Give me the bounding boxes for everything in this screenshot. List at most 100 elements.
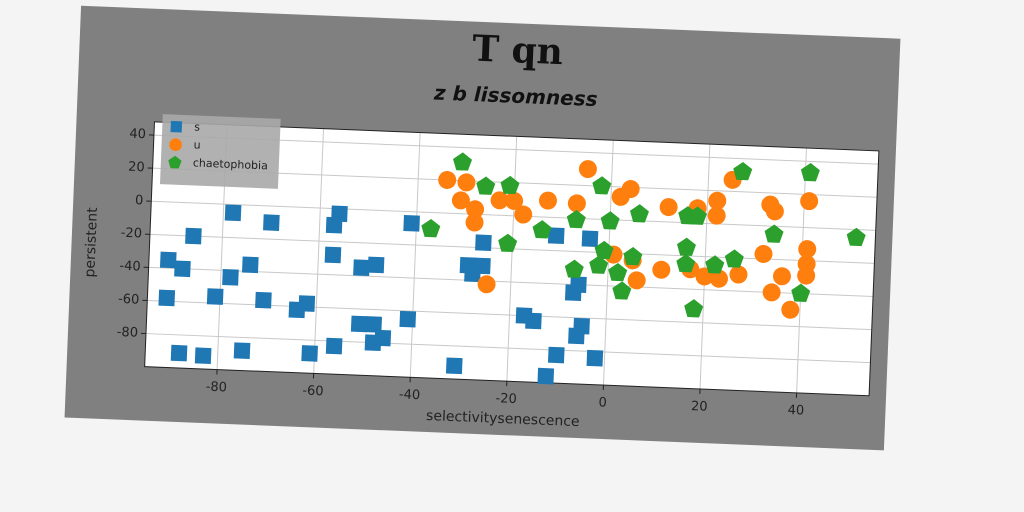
legend-label: s bbox=[194, 120, 201, 133]
scatter-point bbox=[185, 227, 202, 245]
scatter-point bbox=[174, 260, 191, 278]
scatter-point bbox=[709, 269, 728, 288]
legend-marker bbox=[170, 120, 183, 133]
scatter-point bbox=[159, 251, 177, 269]
scatter-point bbox=[707, 206, 726, 225]
scatter-point bbox=[568, 327, 585, 345]
y-tick-label: -60 bbox=[118, 292, 140, 308]
grid-line bbox=[145, 333, 871, 364]
scatter-point bbox=[158, 289, 176, 307]
grid-line bbox=[699, 144, 711, 389]
scatter-point bbox=[592, 176, 612, 195]
scatter-point bbox=[798, 240, 817, 259]
scatter-point bbox=[476, 176, 496, 195]
legend-box bbox=[159, 114, 281, 189]
scatter-point bbox=[594, 240, 614, 260]
scatter-point bbox=[403, 214, 420, 232]
y-tick-label: -40 bbox=[119, 259, 141, 275]
scatter-point bbox=[465, 213, 484, 232]
scatter-point bbox=[301, 345, 318, 362]
scatter-point bbox=[623, 247, 643, 266]
scatter-point bbox=[498, 233, 518, 253]
scatter-point bbox=[578, 160, 597, 179]
x-tick-label: 0 bbox=[598, 395, 607, 410]
scatter-point bbox=[242, 256, 259, 274]
scatter-point bbox=[564, 259, 584, 278]
scatter-point bbox=[170, 344, 188, 362]
scatter-point bbox=[684, 299, 704, 318]
y-tick-label: -20 bbox=[120, 226, 142, 242]
scatter-point bbox=[547, 346, 565, 364]
figure: T qn z b lissomness selectivitysenescenc… bbox=[64, 5, 901, 451]
legend-marker bbox=[169, 138, 182, 152]
scatter-point bbox=[570, 276, 587, 293]
grid-line bbox=[409, 132, 421, 378]
x-tick-label: -80 bbox=[205, 380, 227, 396]
scatter-point bbox=[797, 266, 816, 285]
scatter-point bbox=[367, 256, 385, 274]
scatter-point bbox=[263, 214, 280, 231]
scatter-point bbox=[765, 202, 784, 221]
scatter-point bbox=[764, 224, 784, 243]
x-tick-label: -20 bbox=[495, 391, 517, 407]
scatter-point bbox=[490, 191, 509, 210]
x-axis-label: selectivitysenescence bbox=[426, 408, 580, 430]
x-tick-label: -60 bbox=[302, 383, 324, 399]
legend-label: chaetophobia bbox=[193, 156, 269, 172]
scatter-point bbox=[611, 187, 630, 206]
scatter-point bbox=[652, 260, 671, 279]
scatter-point bbox=[325, 216, 343, 234]
scatter-point bbox=[705, 255, 725, 274]
scatter-point bbox=[547, 227, 565, 245]
scatter-point bbox=[514, 205, 533, 224]
y-tick-label: -80 bbox=[116, 325, 138, 341]
scatter-point bbox=[800, 163, 820, 182]
scatter-point bbox=[566, 209, 586, 229]
plot-frame bbox=[144, 121, 880, 397]
scatter-point bbox=[762, 283, 781, 302]
scatter-point bbox=[708, 191, 727, 210]
grid-line bbox=[151, 200, 876, 231]
scatter-point bbox=[365, 316, 383, 333]
scatter-point bbox=[567, 194, 586, 213]
scatter-point bbox=[537, 367, 555, 385]
scatter-point bbox=[505, 191, 524, 210]
scatter-point bbox=[532, 220, 552, 239]
scatter-point bbox=[500, 175, 520, 195]
scatter-point bbox=[399, 310, 417, 328]
x-tick-label: 40 bbox=[787, 403, 804, 419]
scatter-point bbox=[224, 204, 242, 222]
scatter-point bbox=[538, 191, 557, 210]
scatter-point bbox=[457, 173, 476, 192]
scatter-point bbox=[589, 255, 609, 274]
scatter-point bbox=[474, 257, 491, 275]
scatter-point bbox=[194, 347, 212, 365]
scatter-point bbox=[298, 295, 316, 312]
scatter-point bbox=[255, 291, 272, 309]
scatter-point bbox=[846, 227, 866, 247]
chart-title: T qn bbox=[471, 28, 563, 74]
scatter-point bbox=[325, 337, 343, 355]
scatter-point bbox=[676, 254, 696, 273]
scatter-point bbox=[781, 300, 800, 319]
scatter-point bbox=[477, 275, 496, 294]
scatter-point bbox=[687, 206, 707, 225]
y-axis-label: persistent bbox=[82, 207, 101, 278]
scatter-point bbox=[475, 234, 492, 252]
scatter-point bbox=[525, 312, 542, 330]
scatter-point bbox=[733, 161, 753, 181]
y-tick-label: 0 bbox=[135, 193, 144, 208]
scatter-point bbox=[233, 342, 251, 359]
y-tick-label: 40 bbox=[129, 127, 146, 143]
scatter-point bbox=[324, 246, 342, 264]
scatter-point bbox=[445, 357, 463, 375]
scatter-point bbox=[772, 267, 791, 286]
grid-line bbox=[313, 128, 325, 374]
scatter-point bbox=[451, 191, 470, 210]
scatter-point bbox=[364, 334, 382, 351]
scatter-point bbox=[724, 249, 744, 268]
scatter-point bbox=[438, 170, 457, 189]
scatter-point bbox=[350, 315, 368, 333]
scatter-point bbox=[586, 349, 604, 367]
